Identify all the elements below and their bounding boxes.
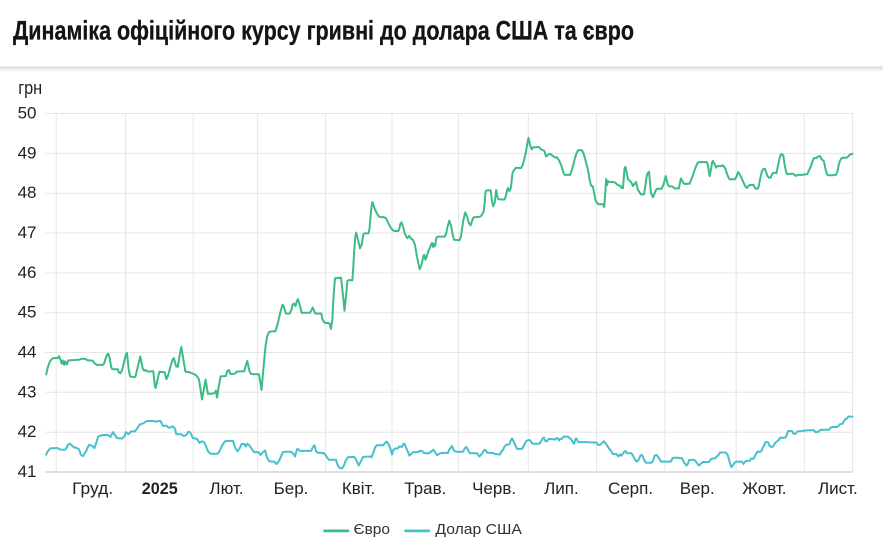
svg-text:Лист.: Лист. <box>818 479 858 498</box>
svg-text:Бер.: Бер. <box>274 479 309 498</box>
svg-text:Долар США: Долар США <box>435 521 522 538</box>
svg-text:Динаміка офіційного курсу грив: Динаміка офіційного курсу гривні до дола… <box>13 16 634 46</box>
svg-text:Вер.: Вер. <box>680 479 715 498</box>
svg-text:2025: 2025 <box>142 479 178 498</box>
svg-text:50: 50 <box>18 104 37 123</box>
svg-text:44: 44 <box>18 343 37 362</box>
svg-text:49: 49 <box>18 143 37 162</box>
svg-text:грн: грн <box>18 78 42 98</box>
svg-text:42: 42 <box>18 422 37 441</box>
svg-text:41: 41 <box>18 462 37 481</box>
svg-text:Євро: Євро <box>354 521 391 538</box>
svg-text:48: 48 <box>18 183 37 202</box>
svg-text:Квіт.: Квіт. <box>342 479 375 498</box>
svg-text:45: 45 <box>18 303 37 322</box>
svg-text:Груд.: Груд. <box>72 479 113 498</box>
svg-text:Жовт.: Жовт. <box>742 479 786 498</box>
svg-text:Лют.: Лют. <box>209 479 243 498</box>
svg-text:Черв.: Черв. <box>472 479 516 498</box>
svg-text:Серп.: Серп. <box>608 479 653 498</box>
svg-text:47: 47 <box>18 223 37 242</box>
svg-text:Лип.: Лип. <box>544 479 579 498</box>
svg-text:43: 43 <box>18 382 37 401</box>
svg-text:Трав.: Трав. <box>404 479 446 498</box>
svg-text:46: 46 <box>18 263 37 282</box>
